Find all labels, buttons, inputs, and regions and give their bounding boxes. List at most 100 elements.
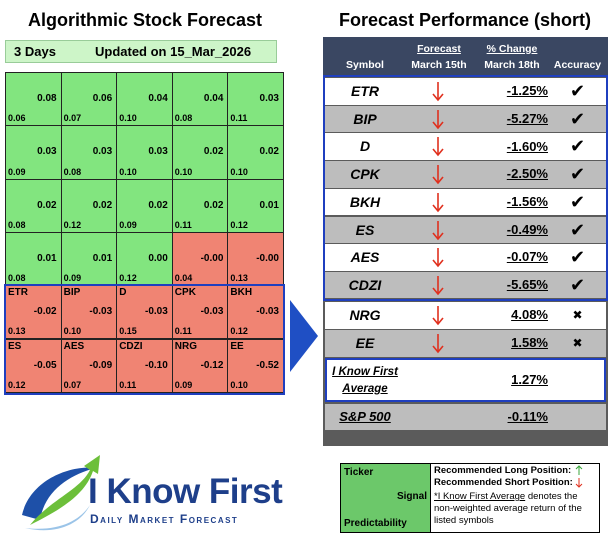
cell-ticker: NRG bbox=[174, 340, 198, 352]
legend-note: *I Know First Average denotes the non-we… bbox=[434, 491, 598, 527]
cell-predictability: 0.09 bbox=[8, 166, 26, 177]
arrow-icon bbox=[432, 192, 444, 213]
forecast-cell: 0.03 0.08 bbox=[60, 125, 118, 180]
down-arrow bbox=[430, 81, 446, 102]
cell-signal: 0.01 bbox=[37, 252, 57, 264]
cell-predictability: 0.08 bbox=[8, 273, 26, 284]
cell-predictability: 0.13 bbox=[8, 326, 26, 337]
arrow-icon bbox=[432, 220, 444, 240]
arrow-icon bbox=[432, 306, 444, 326]
cell-predictability: 0.08 bbox=[63, 166, 82, 177]
table-row bbox=[325, 271, 606, 299]
change: -0.49% bbox=[506, 221, 548, 237]
forecast-cell: 0.01 0.09 bbox=[60, 231, 118, 287]
forecast-cell: -0.00 0.13 bbox=[227, 231, 284, 287]
change: -5.27% bbox=[506, 110, 548, 126]
column-header: Accuracy bbox=[553, 59, 602, 71]
cell-signal: -0.10 bbox=[144, 359, 168, 371]
cell-ticker: CDZI bbox=[119, 340, 143, 352]
cell-signal: 0.02 bbox=[37, 199, 57, 211]
cell-signal: -0.03 bbox=[200, 306, 224, 318]
cell-ticker: BKH bbox=[230, 287, 253, 299]
cell-predictability: 0.10 bbox=[119, 113, 137, 124]
cell-signal: 0.04 bbox=[148, 93, 168, 104]
arrow-icon bbox=[432, 334, 444, 354]
cell-predictability: 0.11 bbox=[230, 113, 248, 124]
down-arrow bbox=[430, 275, 446, 296]
down-arrow bbox=[430, 247, 446, 268]
down-arrow bbox=[430, 333, 446, 354]
accuracy: ✔ bbox=[569, 81, 586, 101]
table-row bbox=[325, 244, 606, 271]
arrow-icon bbox=[432, 165, 444, 185]
forecast-cell: 0.03 0.10 bbox=[116, 125, 173, 180]
cell-signal: 0.03 bbox=[37, 146, 57, 158]
cell-ticker: ES bbox=[8, 340, 22, 352]
cell-signal: 0.00 bbox=[148, 252, 168, 264]
symbol: BKH bbox=[349, 193, 381, 210]
down-arrow bbox=[430, 305, 446, 326]
cell-signal: 0.01 bbox=[259, 199, 279, 211]
legend-note-text: denotes the non-weighted average return … bbox=[434, 491, 582, 526]
symbol: D bbox=[359, 138, 371, 155]
cell-signal: -0.12 bbox=[200, 359, 224, 371]
forecast-cell: -0.00 0.04 bbox=[171, 231, 229, 287]
cell-signal: 0.02 bbox=[92, 199, 113, 211]
cell-predictability: 0.04 bbox=[174, 273, 193, 284]
cell-signal: -0.00 bbox=[256, 252, 279, 264]
period: 3 Days bbox=[14, 44, 56, 59]
forecast-cell: CDZI -0.10 0.11 bbox=[116, 338, 173, 393]
cell-predictability: 0.09 bbox=[119, 219, 137, 230]
change: 1.58% bbox=[511, 335, 548, 351]
arrow-icon bbox=[432, 82, 444, 102]
cell-ticker: CPK bbox=[174, 287, 196, 299]
highlight-box bbox=[323, 75, 608, 301]
symbol: NRG bbox=[349, 307, 381, 323]
cell-signal: 0.02 bbox=[148, 199, 168, 211]
accuracy: ✔ bbox=[569, 247, 586, 268]
cell-signal: 0.03 bbox=[148, 146, 168, 158]
cell-predictability: 0.07 bbox=[63, 113, 82, 124]
forecast-cell: 0.02 0.10 bbox=[227, 125, 284, 180]
header-bar bbox=[5, 40, 277, 63]
cell-predictability: 0.12 bbox=[63, 219, 82, 230]
logo-tagline: Daily Market Forecast bbox=[90, 512, 239, 526]
highlight-box bbox=[4, 284, 285, 395]
change: -1.60% bbox=[506, 138, 548, 154]
accuracy: ✔ bbox=[569, 191, 586, 212]
accuracy: ✖ bbox=[572, 336, 583, 350]
symbol: CDZI bbox=[348, 276, 382, 293]
logo-swoosh bbox=[22, 467, 95, 520]
cell-ticker: EE bbox=[230, 340, 244, 352]
logo-arrow bbox=[30, 455, 100, 525]
cell-ticker: D bbox=[119, 287, 127, 299]
legend-cell bbox=[340, 463, 431, 533]
arrow-icon bbox=[432, 275, 444, 296]
forecast-cell: 0.01 0.08 bbox=[5, 231, 62, 287]
cell-signal: -0.05 bbox=[33, 359, 57, 371]
logo-name: I Know First bbox=[88, 472, 283, 511]
accuracy: ✔ bbox=[569, 164, 586, 185]
cell-predictability: 0.11 bbox=[174, 326, 192, 337]
cell-signal: 0.08 bbox=[37, 93, 57, 104]
cell-predictability: 0.07 bbox=[63, 379, 82, 390]
symbol: BIP bbox=[353, 110, 377, 127]
legend-note-link: *I Know First Average bbox=[434, 491, 526, 502]
forecast-cell: 0.02 0.12 bbox=[60, 178, 118, 233]
column-header: Symbol bbox=[346, 59, 384, 71]
symbol: ETR bbox=[351, 83, 379, 99]
forecast-cell: 0.02 0.10 bbox=[171, 125, 229, 180]
cell-signal: 0.04 bbox=[203, 93, 224, 104]
table-row bbox=[325, 302, 606, 329]
change: 4.08% bbox=[511, 307, 548, 323]
symbol: ES bbox=[355, 221, 375, 238]
benchmark-label: S&P 500 bbox=[339, 409, 391, 424]
arrow-icon bbox=[432, 248, 444, 268]
cell-ticker: ETR bbox=[8, 287, 28, 299]
cell-signal: -0.09 bbox=[89, 359, 113, 371]
cell-predictability: 0.11 bbox=[174, 219, 192, 230]
panel-title: Algorithmic Stock Forecast bbox=[27, 10, 263, 30]
forecast-cell: 0.08 0.06 bbox=[5, 72, 62, 127]
